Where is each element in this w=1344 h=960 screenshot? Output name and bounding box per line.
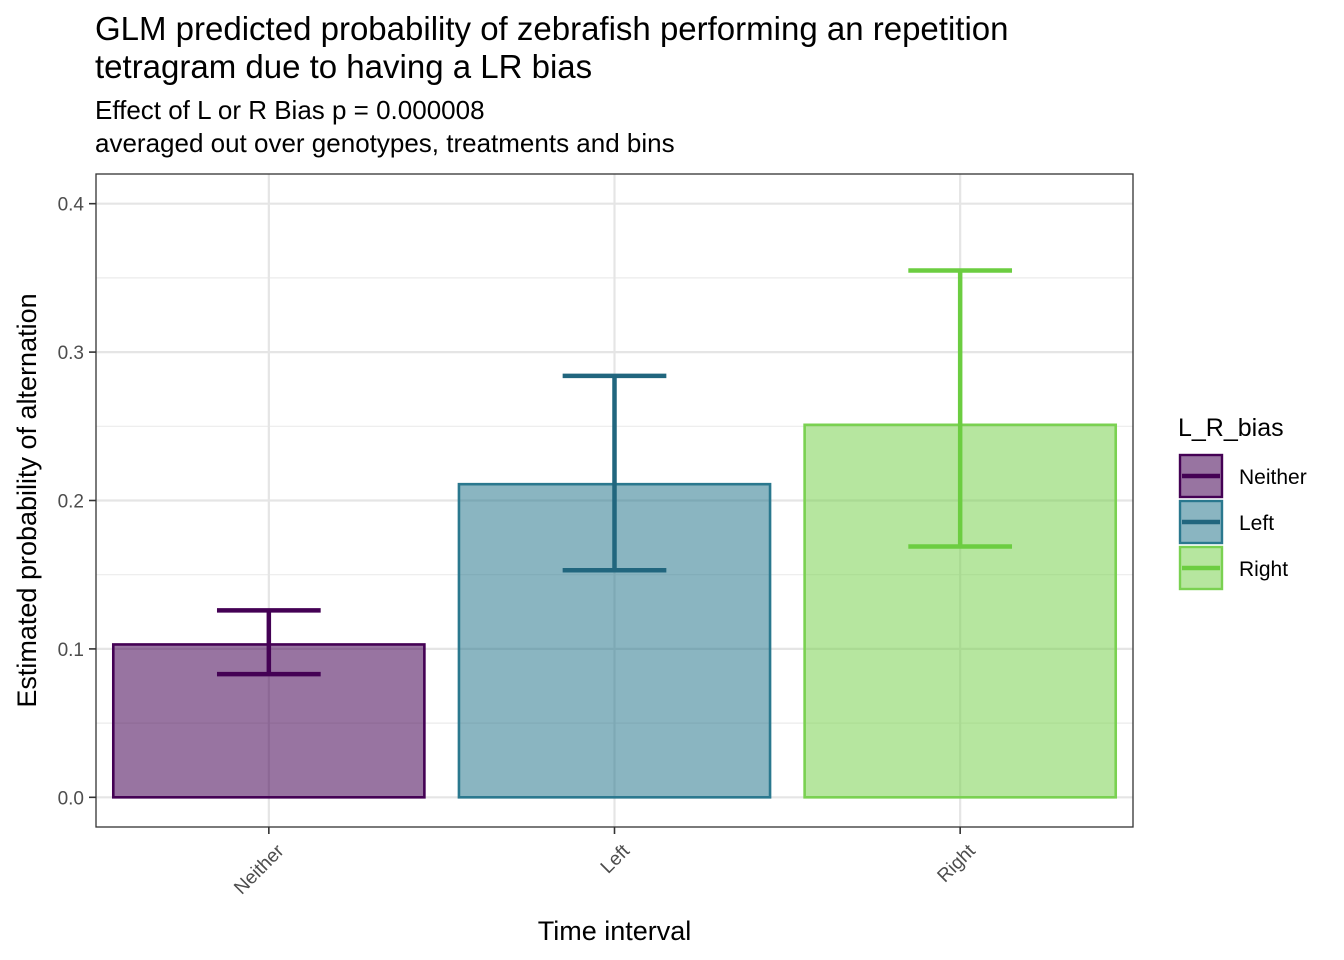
- x-axis-title: Time interval: [538, 916, 692, 946]
- y-tick-label: 0.2: [58, 492, 84, 513]
- legend-label: Left: [1239, 512, 1274, 535]
- legend-label: Neither: [1239, 466, 1307, 489]
- bars: [111, 268, 1118, 799]
- legend-item-neither: Neither: [1178, 453, 1307, 499]
- y-axis-title: Estimated probability of alternation: [12, 293, 42, 707]
- errorbar-right: [908, 268, 1013, 549]
- legend-label: Right: [1239, 558, 1288, 581]
- chart-subtitle: Effect of L or R Bias p = 0.000008 avera…: [95, 95, 675, 158]
- y-tick-label: 0.0: [58, 788, 84, 809]
- y-tick-label: 0.4: [58, 195, 85, 216]
- errorbar-neither: [216, 608, 321, 677]
- bar-neither: [111, 643, 426, 799]
- legend-item-right: Right: [1178, 545, 1288, 591]
- legend-item-left: Left: [1178, 499, 1274, 545]
- chart-title: GLM predicted probability of zebrafish p…: [95, 10, 1009, 85]
- x-tick-label: Left: [597, 840, 635, 878]
- errorbar-left: [562, 373, 667, 573]
- x-tick-label: Neither: [230, 840, 289, 899]
- y-tick-label: 0.3: [58, 343, 84, 364]
- y-tick-label: 0.1: [58, 640, 84, 661]
- x-tick-label: Right: [934, 840, 981, 887]
- legend: L_R_bias Neither Left Right: [1178, 414, 1307, 591]
- legend-title: L_R_bias: [1178, 414, 1284, 442]
